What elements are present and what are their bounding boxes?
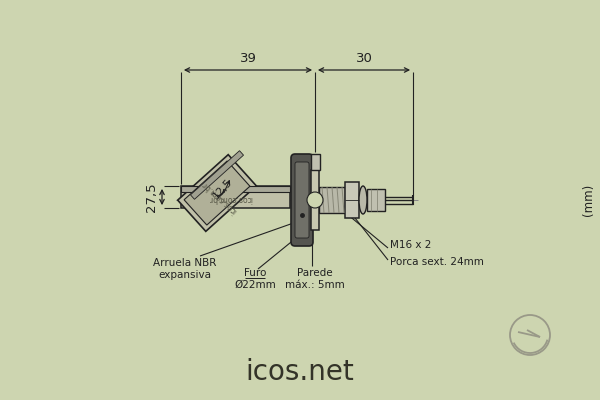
Text: 12,5: 12,5: [212, 177, 235, 201]
Text: 27,5: 27,5: [145, 182, 158, 212]
FancyBboxPatch shape: [295, 162, 309, 238]
Polygon shape: [184, 161, 250, 225]
Text: Porca sext. 24mm: Porca sext. 24mm: [390, 257, 484, 267]
FancyBboxPatch shape: [311, 154, 320, 170]
Text: icos.net: icos.net: [245, 358, 355, 386]
Polygon shape: [190, 151, 244, 199]
Text: 30: 30: [356, 52, 373, 65]
Text: Furo
Ø22mm: Furo Ø22mm: [234, 268, 276, 290]
Text: icos.com.br: icos.com.br: [200, 179, 238, 215]
Text: Arruela NBR
expansiva: Arruela NBR expansiva: [154, 258, 217, 280]
FancyBboxPatch shape: [181, 186, 290, 192]
Text: M16 x 2: M16 x 2: [390, 240, 431, 250]
FancyBboxPatch shape: [319, 187, 345, 213]
FancyBboxPatch shape: [291, 154, 313, 246]
Text: (mm): (mm): [581, 184, 595, 216]
Circle shape: [307, 192, 323, 208]
FancyBboxPatch shape: [181, 186, 290, 208]
Text: icos.com.br: icos.com.br: [209, 194, 253, 202]
FancyBboxPatch shape: [345, 182, 359, 218]
Ellipse shape: [359, 186, 367, 214]
Text: 39: 39: [239, 52, 256, 65]
Polygon shape: [178, 155, 256, 231]
FancyBboxPatch shape: [311, 170, 319, 230]
FancyBboxPatch shape: [367, 189, 385, 211]
Text: Parede
máx.: 5mm: Parede máx.: 5mm: [285, 268, 345, 290]
